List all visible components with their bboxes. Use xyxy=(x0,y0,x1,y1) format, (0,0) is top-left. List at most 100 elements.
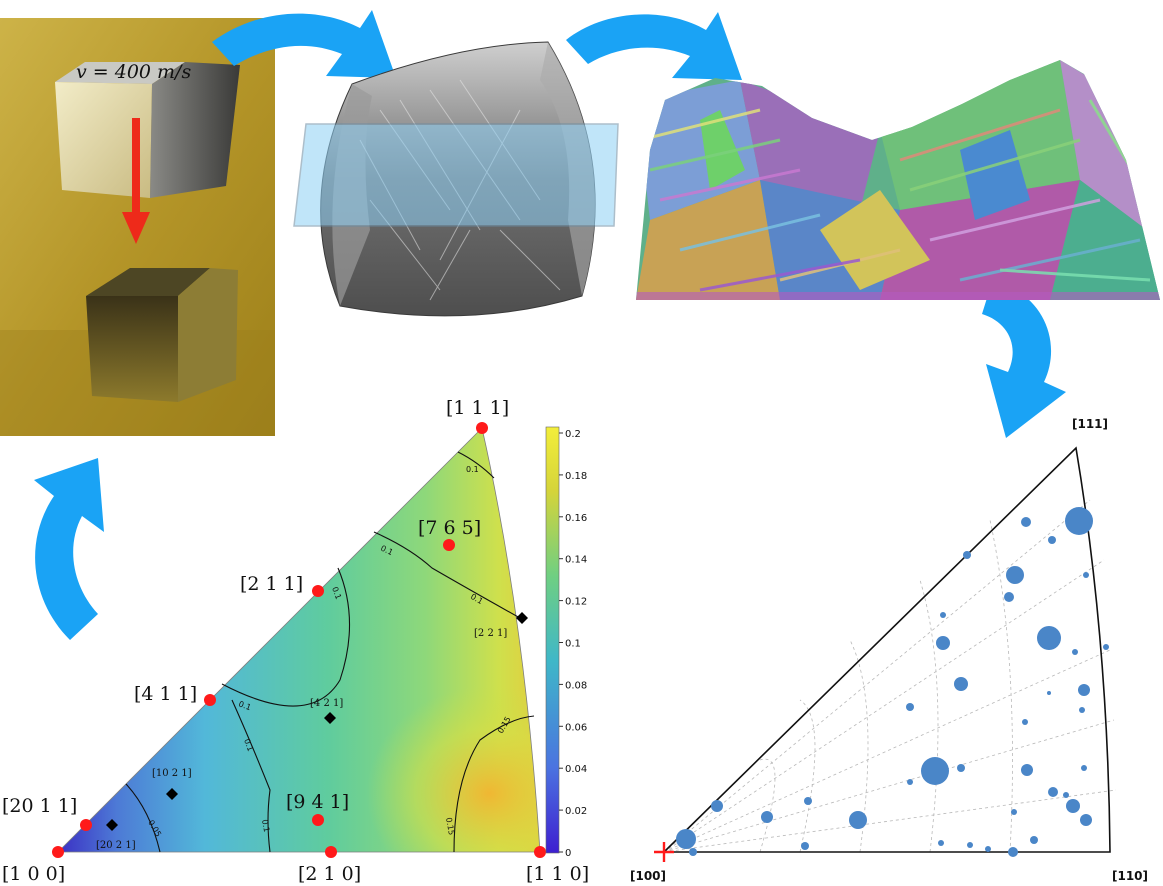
pole-figure-point xyxy=(689,848,697,856)
pole-111-dot xyxy=(476,422,488,434)
pole-figure-point xyxy=(801,842,809,850)
pole-label-941: [9 4 1] xyxy=(286,791,349,813)
velocity-label: v = 400 m/s xyxy=(76,61,191,83)
pole-label-210: [2 1 0] xyxy=(298,863,361,885)
ebsd-twins xyxy=(639,99,1152,292)
pole-figure-point xyxy=(1011,809,1017,815)
pole-2021-marker xyxy=(106,819,118,831)
contour-label: 0.1 xyxy=(330,586,343,601)
pole-label-411: [4 1 1] xyxy=(134,683,197,705)
contour-label: 0.1 xyxy=(237,699,252,712)
colorbar-tick-label: 0.2 xyxy=(565,429,581,440)
ipf-colorbar: 0.2 0.18 0.16 0.14 0.12 0.1 0.08 0.06 0.04 0.02 0 xyxy=(545,426,587,859)
pole-221-marker xyxy=(516,612,528,624)
pole-figure-point xyxy=(1072,649,1078,655)
pole-figure-point xyxy=(957,764,965,772)
colorbar-tick-label: 0.12 xyxy=(565,597,587,608)
ipf-outline xyxy=(57,427,541,853)
pole-411-dot xyxy=(204,694,216,706)
contour-label: 0.1 xyxy=(260,819,271,833)
pole-figure-point xyxy=(1048,787,1058,797)
pole-figure-point xyxy=(1066,799,1080,813)
colorbar-tick-label: 0.18 xyxy=(565,471,587,482)
ebsd-map-panel xyxy=(636,60,1160,300)
projectile-cube xyxy=(55,62,240,198)
arrow-ipf-to-impact xyxy=(34,458,104,640)
pole-figure-point xyxy=(676,829,696,849)
pole-figure-point xyxy=(967,842,973,848)
colorbar-tick-label: 0.14 xyxy=(565,555,587,566)
pole-100-dot xyxy=(52,846,64,858)
ipf-contours xyxy=(125,451,535,853)
pole-figure-point xyxy=(1081,765,1087,771)
origin-cross xyxy=(654,842,674,862)
pf-label-111: [111] xyxy=(1072,417,1108,431)
pole-figure-point xyxy=(1021,517,1031,527)
pole-label-211: [2 1 1] xyxy=(240,573,303,595)
ipf-pole-labels: [1 1 1] [7 6 5] [2 1 1] [4 1 1] [20 1 1]… xyxy=(2,397,589,885)
pole-label-421: [4 2 1] xyxy=(310,698,343,709)
pole-figure-point xyxy=(1078,684,1090,696)
pole-figure-point xyxy=(938,840,944,846)
pole-figure-point xyxy=(1080,814,1092,826)
pole-figure-points xyxy=(676,507,1109,857)
pole-1021-marker xyxy=(166,788,178,800)
target-cube xyxy=(86,268,238,402)
pole-label-100: [1 0 0] xyxy=(2,863,65,885)
colorbar-tick-label: 0.08 xyxy=(565,680,587,691)
specimen-right-face xyxy=(540,42,596,296)
velocity-arrow xyxy=(122,118,150,244)
pole-figure-point xyxy=(1008,847,1018,857)
pole-figure-panel: [111] [100] [110] xyxy=(630,417,1148,883)
pole-210-dot xyxy=(325,846,337,858)
arrow-impact-to-specimen xyxy=(212,10,396,78)
deformed-specimen-panel xyxy=(293,41,619,317)
pf-label-110: [110] xyxy=(1112,869,1148,883)
pole-figure-point xyxy=(761,811,773,823)
section-plane xyxy=(293,123,619,227)
arrow-ebsd-to-polefigure xyxy=(982,282,1066,438)
pole-label-765: [7 6 5] xyxy=(418,517,481,539)
colorbar-tick-label: 0.02 xyxy=(565,806,587,817)
pole-figure-point xyxy=(849,811,867,829)
pole-figure-point xyxy=(1047,691,1051,695)
process-arrows xyxy=(34,10,1066,640)
pole-figure-point xyxy=(1063,792,1069,798)
pole-label-2021: [20 2 1] xyxy=(96,840,136,851)
pole-label-110: [1 1 0] xyxy=(526,863,589,885)
impact-panel: v = 400 m/s xyxy=(0,18,275,436)
colorbar-tick-label: 0.1 xyxy=(565,639,581,650)
pole-figure-point xyxy=(921,757,949,785)
pole-figure-point xyxy=(906,703,914,711)
colorbar-tick-label: 0 xyxy=(565,848,571,859)
pole-label-1021: [10 2 1] xyxy=(152,768,192,779)
contour-label: 0.15 xyxy=(444,817,456,836)
contour-label: 0.1 xyxy=(242,738,255,753)
pole-figure-point xyxy=(940,612,946,618)
ipf-black-poles xyxy=(106,612,528,831)
pole-figure-point xyxy=(1004,592,1014,602)
pole-figure-point xyxy=(1037,626,1061,650)
pole-figure-point xyxy=(936,636,950,650)
pole-765-dot xyxy=(443,539,455,551)
pole-figure-point xyxy=(1048,536,1056,544)
pole-figure-point xyxy=(954,677,968,691)
pole-figure-point xyxy=(963,551,971,559)
pole-figure-grid xyxy=(663,499,1117,853)
contour-label: 0.1 xyxy=(466,465,479,474)
pole-figure-point xyxy=(1021,764,1033,776)
colorbar-ticks: 0.2 0.18 0.16 0.14 0.12 0.1 0.08 0.06 0.04 0.02 0 xyxy=(559,429,587,859)
pole-figure-point xyxy=(1079,707,1085,713)
colorbar-tick-label: 0.06 xyxy=(565,722,587,733)
pole-211-dot xyxy=(312,585,324,597)
colorbar-tick-label: 0.16 xyxy=(565,513,587,524)
pole-figure-point xyxy=(804,797,812,805)
pole-2011-dot xyxy=(80,819,92,831)
pole-421-marker xyxy=(324,712,336,724)
arrow-specimen-to-ebsd xyxy=(566,12,742,80)
pole-label-221: [2 2 1] xyxy=(474,628,507,639)
pole-figure-point xyxy=(1030,836,1038,844)
pole-label-111: [1 1 1] xyxy=(446,397,509,419)
colorbar-tick-label: 0.04 xyxy=(565,764,587,775)
